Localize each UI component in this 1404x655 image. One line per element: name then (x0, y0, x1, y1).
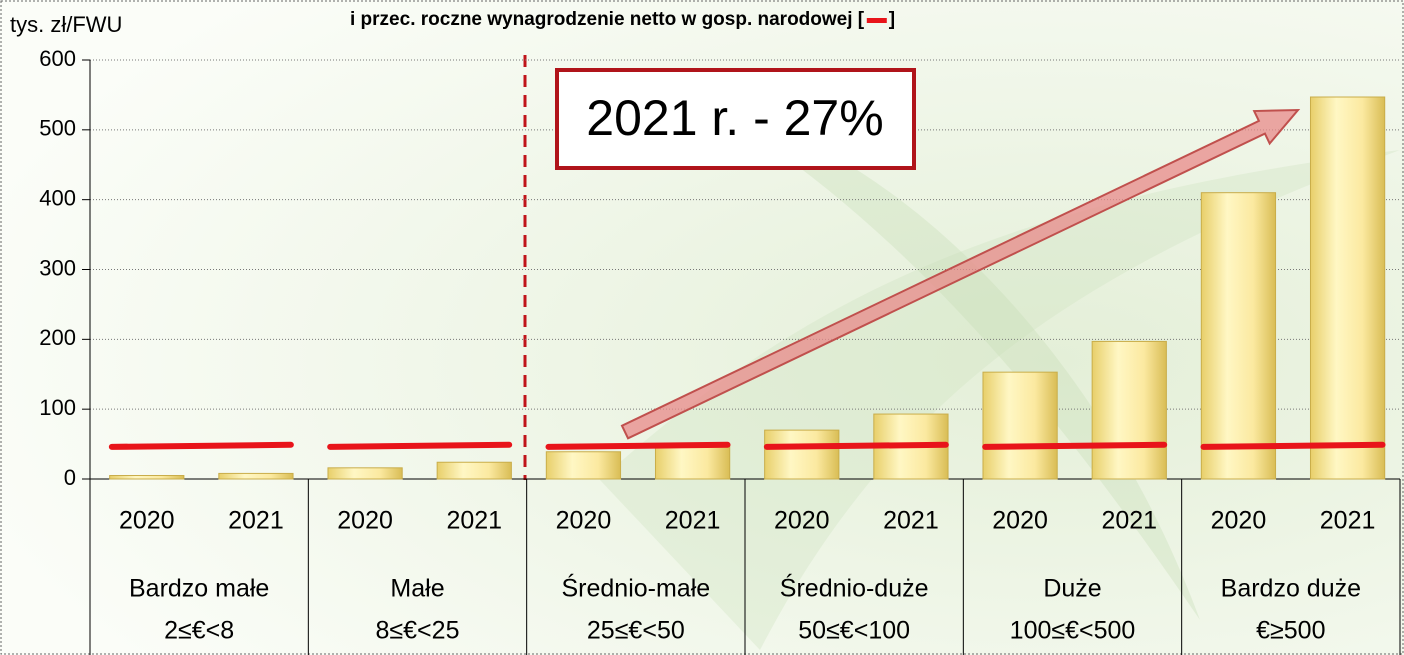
wage-line (112, 445, 291, 447)
group-range: €≥500 (1256, 617, 1325, 645)
x-tick-label: 2021 (446, 507, 502, 535)
legend-swatch (867, 18, 887, 23)
bar (546, 452, 620, 479)
bar (219, 473, 293, 479)
x-tick-label: 2020 (992, 507, 1048, 535)
bar (1201, 193, 1275, 479)
y-tick-label: 0 (64, 465, 76, 490)
x-tick-label: 2021 (228, 507, 284, 535)
x-tick-label: 2020 (774, 507, 830, 535)
bar (110, 476, 184, 479)
annotation: 2021 r. - 27% (586, 90, 883, 146)
group-label: Małe (390, 575, 444, 603)
y-tick-label: 100 (39, 395, 76, 420)
group-label: Średnio-duże (780, 573, 929, 603)
wage-line (767, 445, 946, 447)
bar (655, 445, 729, 479)
chart: tys. zł/FWU i przec. roczne wynagrodzeni… (0, 0, 1404, 655)
wage-line (985, 445, 1164, 447)
chart-title-close: ] (889, 9, 895, 30)
x-tick-label: 2020 (119, 507, 175, 535)
x-tick-label: 2021 (883, 507, 939, 535)
bar (1310, 97, 1384, 479)
y-tick-label: 300 (39, 255, 76, 280)
bar (328, 468, 402, 479)
chart-title: i przec. roczne wynagrodzenie netto w go… (350, 9, 865, 30)
group-range: 50≤€<100 (798, 617, 910, 645)
group-range: 2≤€<8 (164, 617, 234, 645)
x-tick-label: 2020 (1211, 507, 1267, 535)
group-range: 8≤€<25 (376, 617, 460, 645)
y-tick-label: 600 (39, 46, 76, 71)
y-tick-label: 200 (39, 325, 76, 350)
x-tick-label: 2021 (1101, 507, 1157, 535)
y-axis-label: tys. zł/FWU (10, 12, 122, 37)
group-label: Średnio-małe (561, 573, 710, 603)
group-label: Bardzo duże (1221, 575, 1361, 603)
wage-line (330, 445, 509, 447)
bar (765, 430, 839, 479)
x-tick-label: 2021 (665, 507, 721, 535)
group-range: 100≤€<500 (1010, 617, 1136, 645)
group-label: Bardzo małe (129, 575, 269, 603)
bar (437, 462, 511, 479)
bar (983, 372, 1057, 479)
x-tick-label: 2021 (1320, 507, 1376, 535)
group-label: Duże (1043, 575, 1101, 603)
wage-line (549, 445, 728, 447)
y-tick-label: 400 (39, 185, 76, 210)
group-range: 25≤€<50 (587, 617, 685, 645)
bar (1092, 341, 1166, 479)
wage-line (1204, 445, 1383, 447)
x-tick-label: 2020 (337, 507, 393, 535)
y-tick-label: 500 (39, 116, 76, 141)
x-tick-label: 2020 (556, 507, 612, 535)
